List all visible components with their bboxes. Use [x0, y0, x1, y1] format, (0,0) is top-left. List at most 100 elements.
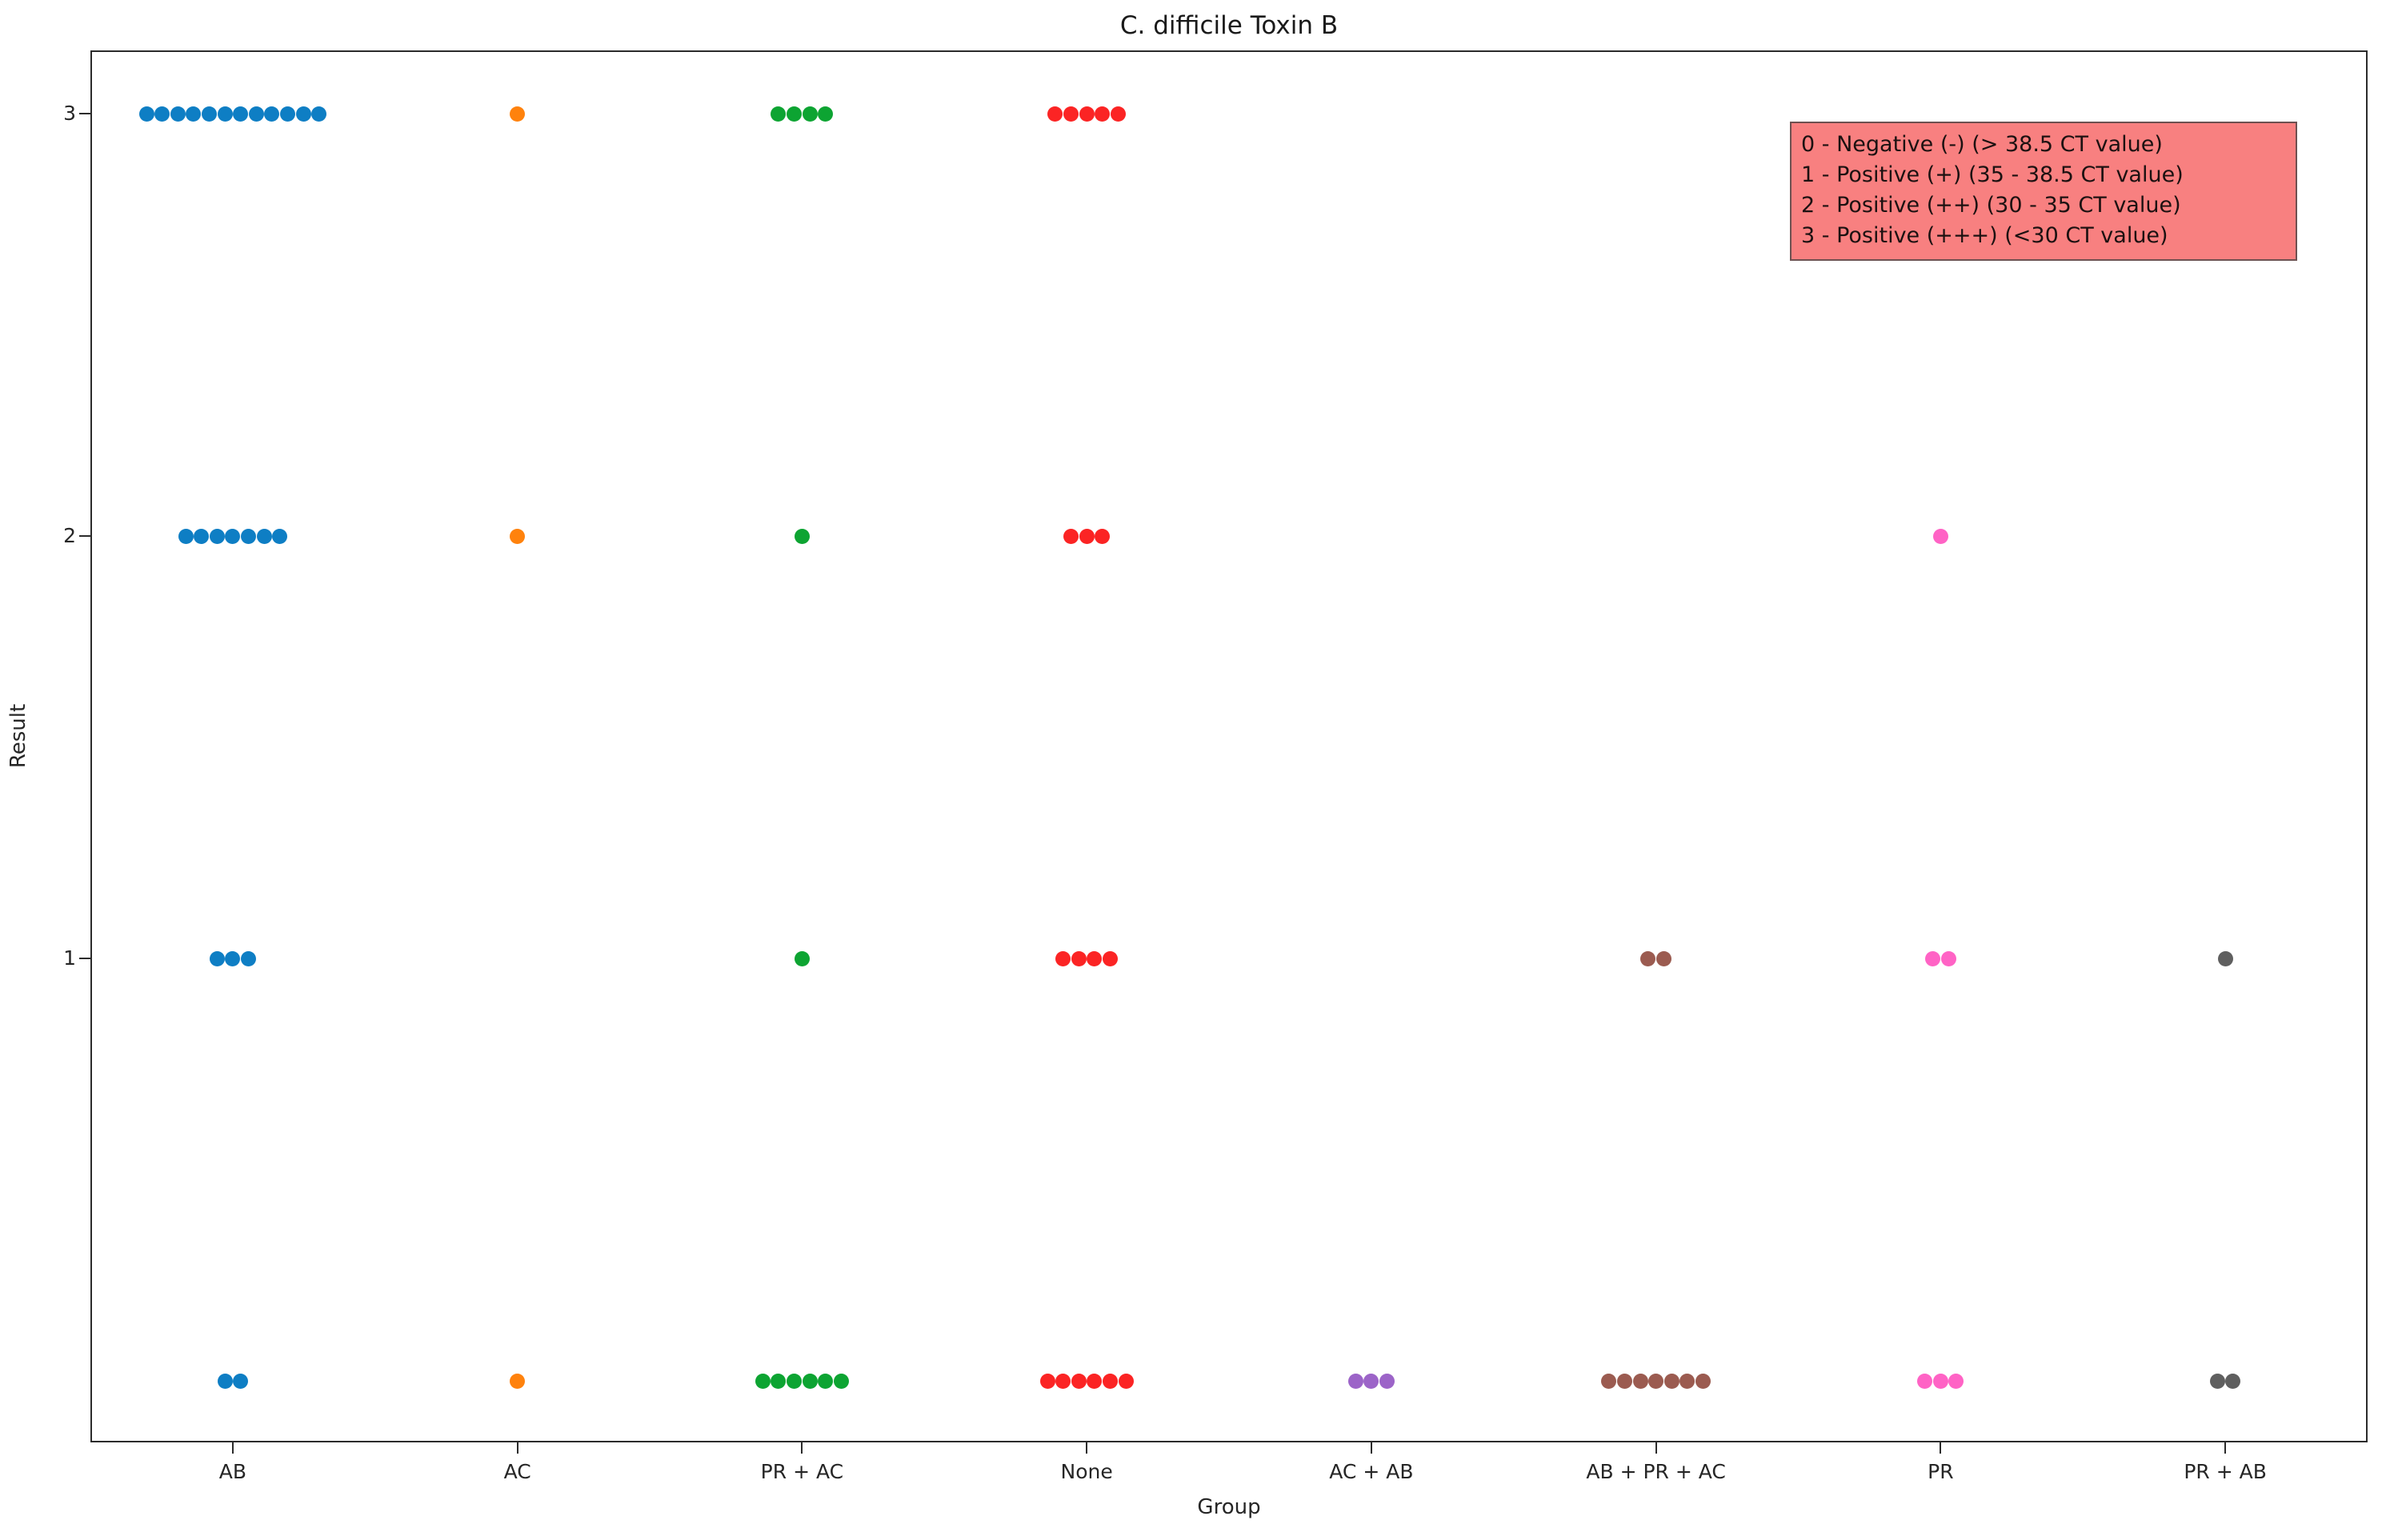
y-tick-mark — [79, 535, 90, 537]
data-point — [194, 528, 210, 544]
y-tick-label: 1 — [63, 946, 76, 970]
y-axis-label: Result — [6, 703, 30, 769]
y-tick-mark — [79, 113, 90, 114]
data-point — [1103, 950, 1119, 966]
x-tick-label: AB — [218, 1460, 246, 1483]
data-point — [1655, 950, 1671, 966]
data-point — [787, 106, 803, 122]
data-point — [233, 106, 249, 122]
x-tick-label: PR + AC — [760, 1460, 844, 1483]
data-point — [1110, 106, 1126, 122]
y-tick-label: 3 — [63, 102, 76, 125]
legend-entry: 0 - Negative (-) (> 38.5 CT value) — [1801, 132, 2163, 157]
data-point — [1632, 1373, 1648, 1389]
data-point — [225, 528, 241, 544]
data-point — [1103, 1373, 1119, 1389]
data-point — [1347, 1373, 1363, 1389]
data-point — [1063, 528, 1079, 544]
x-tick-mark — [2224, 1442, 2227, 1454]
data-point — [833, 1373, 849, 1389]
data-point — [240, 528, 256, 544]
data-point — [1039, 1373, 1055, 1389]
data-point — [1925, 950, 1941, 966]
data-point — [1079, 106, 1095, 122]
x-tick-label: None — [1060, 1460, 1113, 1483]
data-point — [240, 950, 256, 966]
x-tick-mark — [1940, 1442, 1942, 1454]
data-point — [771, 1373, 787, 1389]
data-point — [256, 528, 272, 544]
data-point — [794, 950, 810, 966]
data-point — [154, 106, 170, 122]
data-point — [1118, 1373, 1134, 1389]
data-point — [295, 106, 311, 122]
data-point — [272, 528, 288, 544]
data-point — [2209, 1373, 2225, 1389]
data-point — [178, 528, 194, 544]
data-point — [1071, 1373, 1087, 1389]
data-point — [1616, 1373, 1632, 1389]
data-point — [510, 106, 526, 122]
legend-entry: 2 - Positive (++) (30 - 35 CT value) — [1801, 193, 2181, 218]
data-point — [311, 106, 327, 122]
data-point — [1079, 528, 1095, 544]
data-point — [802, 106, 818, 122]
data-point — [1648, 1373, 1664, 1389]
data-point — [1071, 950, 1087, 966]
data-point — [1379, 1373, 1395, 1389]
data-point — [217, 1373, 233, 1389]
data-point — [510, 528, 526, 544]
data-point — [1640, 950, 1656, 966]
data-point — [138, 106, 154, 122]
data-point — [771, 106, 787, 122]
x-tick-mark — [1086, 1442, 1088, 1454]
y-tick-label: 2 — [63, 524, 76, 547]
x-tick-mark — [231, 1442, 234, 1454]
chart-title: C. difficile Toxin B — [1119, 11, 1339, 40]
x-tick-label: AC — [503, 1460, 531, 1483]
data-point — [1087, 1373, 1103, 1389]
data-point — [1948, 1373, 1964, 1389]
x-tick-mark — [1370, 1442, 1372, 1454]
data-point — [1679, 1373, 1695, 1389]
legend: 0 - Negative (-) (> 38.5 CT value) 1 - Po… — [1790, 122, 2297, 261]
data-point — [209, 950, 225, 966]
x-axis-label: Group — [1197, 1495, 1261, 1519]
data-point — [1663, 1373, 1679, 1389]
data-point — [1601, 1373, 1617, 1389]
data-point — [794, 528, 810, 544]
data-point — [186, 106, 202, 122]
data-point — [201, 106, 217, 122]
data-point — [818, 1373, 834, 1389]
data-point — [279, 106, 295, 122]
data-point — [1695, 1373, 1711, 1389]
legend-entry: 1 - Positive (+) (35 - 38.5 CT value) — [1801, 162, 2184, 187]
data-point — [1932, 528, 1948, 544]
data-point — [1095, 528, 1111, 544]
data-point — [2225, 1373, 2241, 1389]
data-point — [787, 1373, 803, 1389]
y-tick-mark — [79, 958, 90, 959]
data-point — [2217, 950, 2233, 966]
data-point — [1932, 1373, 1948, 1389]
data-point — [1917, 1373, 1933, 1389]
data-point — [233, 1373, 249, 1389]
data-point — [1063, 106, 1079, 122]
data-point — [510, 1373, 526, 1389]
data-point — [1087, 950, 1103, 966]
data-point — [755, 1373, 771, 1389]
data-point — [1363, 1373, 1379, 1389]
data-point — [1055, 1373, 1071, 1389]
x-tick-label: AB + PR + AC — [1586, 1460, 1726, 1483]
data-point — [802, 1373, 818, 1389]
data-point — [225, 950, 241, 966]
x-tick-label: AC + AB — [1329, 1460, 1414, 1483]
data-point — [1055, 950, 1071, 966]
legend-entry: 3 - Positive (+++) (<30 CT value) — [1801, 223, 2168, 248]
x-tick-label: PR — [1928, 1460, 1954, 1483]
x-tick-mark — [516, 1442, 518, 1454]
data-point — [170, 106, 186, 122]
plot-area — [90, 50, 2368, 1442]
x-tick-mark — [1655, 1442, 1657, 1454]
